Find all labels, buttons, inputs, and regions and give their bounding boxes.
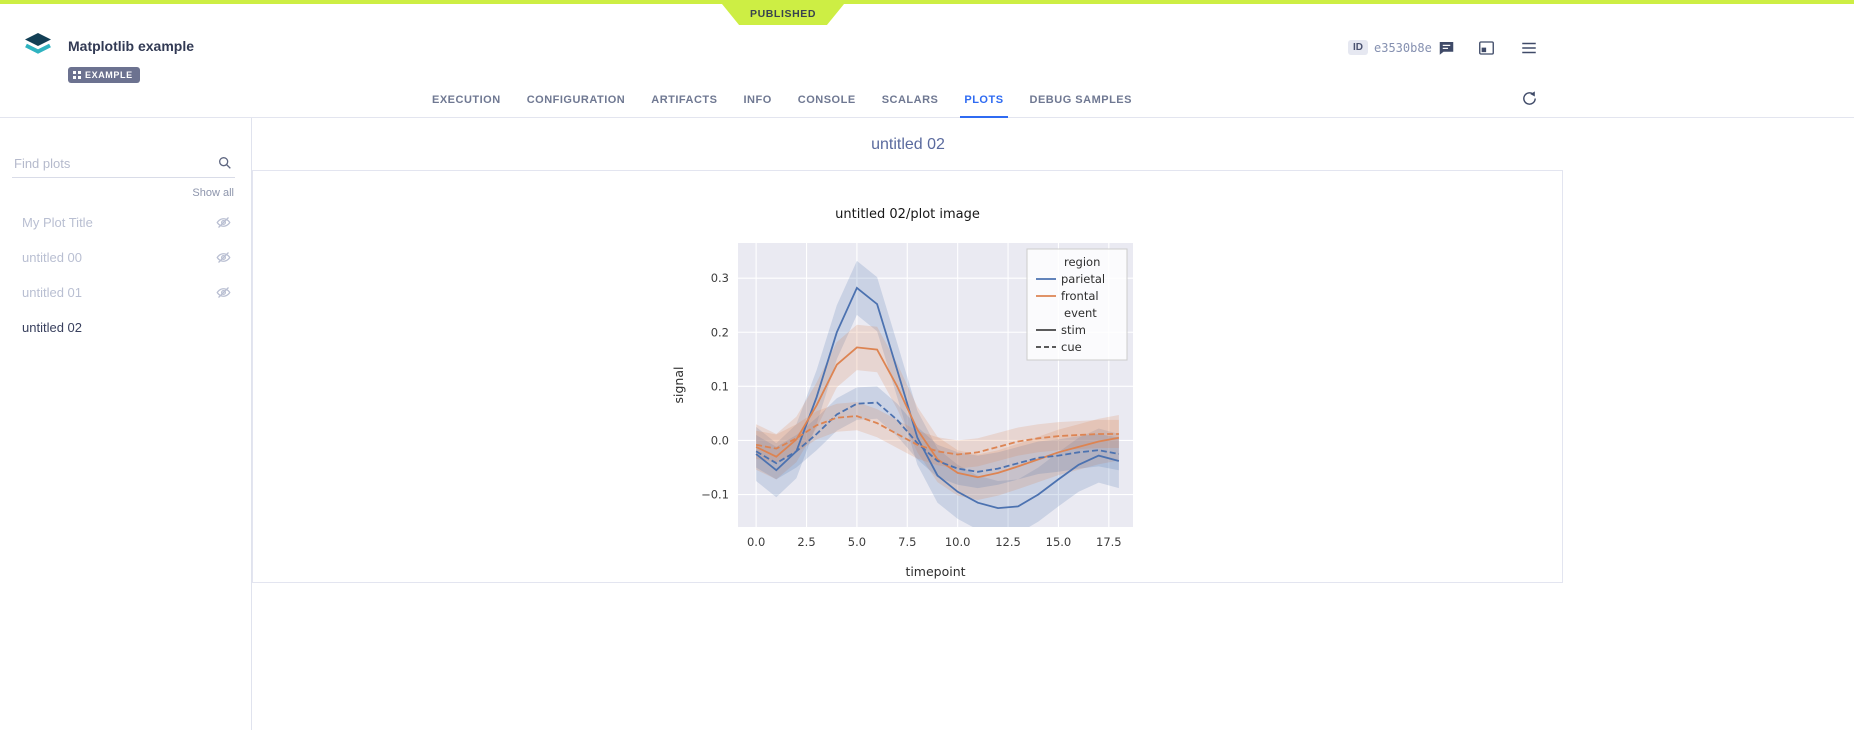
tab-execution[interactable]: EXECUTION <box>432 94 501 106</box>
plots-search-input[interactable] <box>12 152 235 177</box>
example-badge-label: EXAMPLE <box>85 70 133 80</box>
svg-text:frontal: frontal <box>1061 289 1099 303</box>
plot-list-item[interactable]: untitled 00 <box>0 240 251 275</box>
refresh-button[interactable] <box>1521 90 1538 107</box>
tab-configuration[interactable]: CONFIGURATION <box>526 94 626 106</box>
status-ribbon <box>0 0 1854 4</box>
plots-group-title: untitled 02 <box>871 136 945 153</box>
figure: untitled 02/plot image 0.0 2.5 5.0 7.5 10.0 1… <box>668 207 1148 588</box>
tab-info[interactable]: INFO <box>743 94 772 106</box>
svg-text:0.0: 0.0 <box>710 433 728 447</box>
experiment-title: Matplotlib example <box>68 38 195 54</box>
tab-plots[interactable]: PLOTS <box>951 82 1016 118</box>
svg-text:signal: signal <box>671 367 686 404</box>
example-badge-icon <box>73 71 81 79</box>
svg-text:cue: cue <box>1061 340 1082 354</box>
svg-text:17.5: 17.5 <box>1096 535 1122 549</box>
tab-console[interactable]: CONSOLE <box>797 94 856 106</box>
plot-list-item[interactable]: untitled 01 <box>0 275 251 310</box>
panel-toggle-button[interactable] <box>1477 39 1496 57</box>
experiment-id-chip[interactable]: ID e3530b8e <box>1348 40 1432 55</box>
svg-text:stim: stim <box>1061 323 1086 337</box>
menu-button[interactable] <box>1519 39 1539 57</box>
svg-text:0.2: 0.2 <box>710 325 728 339</box>
show-all-link[interactable]: Show all <box>192 187 234 199</box>
svg-text:region: region <box>1064 255 1100 269</box>
svg-text:15.0: 15.0 <box>1045 535 1071 549</box>
app-logo-icon <box>22 32 54 65</box>
tab-bar: EXECUTION CONFIGURATION ARTIFACTS INFO C… <box>0 82 1564 118</box>
svg-text:event: event <box>1064 306 1097 320</box>
svg-text:0.0: 0.0 <box>746 535 764 549</box>
svg-text:7.5: 7.5 <box>898 535 916 549</box>
plot-title: untitled 02/plot image <box>835 207 980 222</box>
svg-text:0.3: 0.3 <box>710 271 728 285</box>
svg-text:−0.1: −0.1 <box>701 488 729 502</box>
eye-off-icon[interactable] <box>216 215 231 230</box>
tab-scalars[interactable]: SCALARS <box>881 94 939 106</box>
id-label: ID <box>1348 40 1368 55</box>
svg-text:10.0: 10.0 <box>944 535 970 549</box>
svg-text:parietal: parietal <box>1061 272 1105 286</box>
status-badge: PUBLISHED <box>721 4 845 25</box>
eye-off-icon[interactable] <box>216 285 231 300</box>
fmri-chart: 0.0 2.5 5.0 7.5 10.0 12.5 15.0 17.5 −0.1 0.0 0.1 0.… <box>671 243 1133 579</box>
plots-sidebar: Show all My Plot Title untitled 00 <box>0 118 252 730</box>
plots-search <box>12 152 235 178</box>
content-area: Show all My Plot Title untitled 00 <box>0 118 1854 730</box>
plot-card: untitled 02/plot image 0.0 2.5 5.0 7.5 10.0 1… <box>252 170 1563 583</box>
svg-text:12.5: 12.5 <box>995 535 1021 549</box>
tab-debug-samples[interactable]: DEBUG SAMPLES <box>1029 94 1132 106</box>
eye-off-icon[interactable] <box>216 250 231 265</box>
id-value: e3530b8e <box>1374 40 1432 55</box>
svg-text:5.0: 5.0 <box>847 535 865 549</box>
comments-button[interactable] <box>1437 39 1456 57</box>
example-badge: EXAMPLE <box>68 67 140 83</box>
svg-text:2.5: 2.5 <box>797 535 815 549</box>
app-header: Matplotlib example EXAMPLE ID e3530b8e E… <box>0 4 1854 118</box>
svg-text:0.1: 0.1 <box>710 379 728 393</box>
tab-artifacts[interactable]: ARTIFACTS <box>651 94 718 106</box>
plot-list-item[interactable]: My Plot Title <box>0 205 251 240</box>
svg-text:timepoint: timepoint <box>905 564 965 579</box>
plot-list-item-selected[interactable]: untitled 02 <box>22 320 82 335</box>
search-icon[interactable] <box>217 155 233 171</box>
